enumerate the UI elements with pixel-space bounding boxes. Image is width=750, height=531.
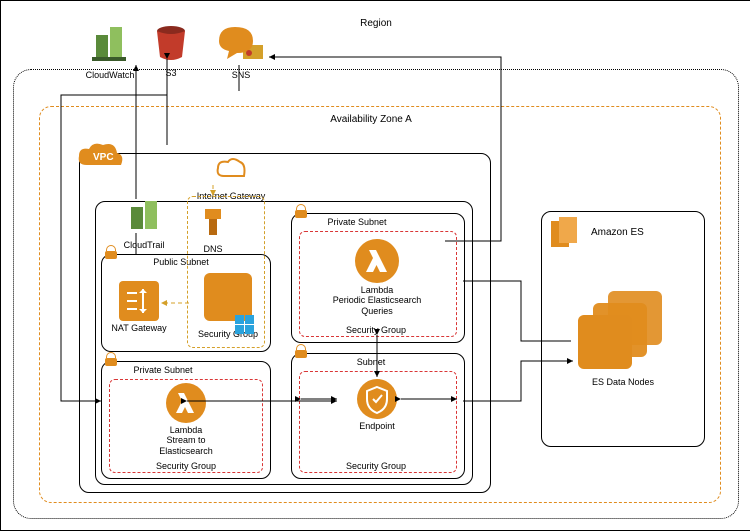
ps2-label: Private Subnet xyxy=(317,217,397,227)
region-label: Region xyxy=(336,18,416,29)
cloudtrail-icon xyxy=(127,199,161,233)
es-icon-node xyxy=(549,217,581,256)
cloudwatch-icon xyxy=(90,23,130,63)
ps2-sg-label: Security Group xyxy=(341,325,411,335)
sns-icon xyxy=(217,23,265,63)
lambda-icon-2 xyxy=(355,239,399,283)
endpoint-icon xyxy=(357,379,397,419)
s3-sg-label: Security Group xyxy=(341,461,411,471)
lambda-icon xyxy=(166,383,206,423)
cloudwatch-node: CloudWatch xyxy=(81,23,139,80)
vpc-cloud-icon: VPC xyxy=(75,141,125,173)
es-label: Amazon ES xyxy=(591,227,661,238)
sns-node: SNS xyxy=(211,23,271,80)
internet-gateway-icon xyxy=(216,156,246,184)
vpc-badge: VPC xyxy=(75,141,125,178)
s3-node: S3 xyxy=(151,25,191,78)
svg-text:VPC: VPC xyxy=(93,152,114,163)
sns-label: SNS xyxy=(211,70,271,80)
s3-icon xyxy=(154,25,188,61)
ps1-label: Private Subnet xyxy=(123,365,203,375)
ps1-lambda-label: Lambda Stream to Elasticsearch xyxy=(136,425,236,456)
public-subnet-lock xyxy=(105,245,117,259)
nat-gateway: NAT Gateway xyxy=(109,281,169,333)
es-icon xyxy=(549,217,581,251)
nat-label: NAT Gateway xyxy=(109,323,169,333)
es-nodes: ES Data Nodes xyxy=(573,291,673,387)
cloudtrail: CloudTrail xyxy=(117,199,171,250)
ps2-lambda: Lambda Periodic Elasticsearch Queries xyxy=(321,239,433,316)
public-sg-dash xyxy=(187,196,265,348)
endpoint: Endpoint xyxy=(339,379,415,431)
cloudwatch-label: CloudWatch xyxy=(81,70,139,80)
ps1-lock xyxy=(105,352,117,366)
ps2-lambda-label: Lambda Periodic Elasticsearch Queries xyxy=(321,285,433,316)
nat-icon xyxy=(119,281,159,321)
ps2-lock xyxy=(295,204,307,218)
internet-gateway: Internet Gateway xyxy=(196,156,266,201)
az-label: Availability Zone A xyxy=(311,114,431,125)
cloudtrail-label: CloudTrail xyxy=(117,240,171,250)
ps1-sg-label: Security Group xyxy=(151,461,221,471)
diagram-root: Region CloudWatch S3 SNS Availability Zo… xyxy=(0,0,750,531)
s3-lock xyxy=(295,344,307,358)
s3-label: S3 xyxy=(151,68,191,78)
ps1-lambda: Lambda Stream to Elasticsearch xyxy=(136,383,236,456)
s3-label: Subnet xyxy=(341,357,401,367)
es-nodes-label: ES Data Nodes xyxy=(573,377,673,387)
endpoint-label: Endpoint xyxy=(339,421,415,431)
